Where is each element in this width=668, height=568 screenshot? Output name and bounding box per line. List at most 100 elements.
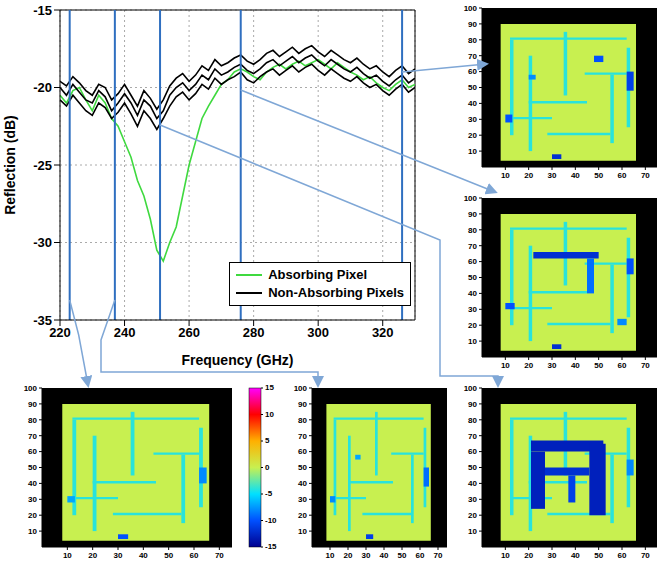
svg-text:30: 30 (298, 495, 307, 504)
svg-text:60: 60 (618, 171, 627, 180)
svg-text:100: 100 (24, 384, 38, 393)
svg-text:30: 30 (548, 361, 557, 370)
svg-text:50: 50 (594, 171, 603, 180)
svg-text:90: 90 (298, 400, 307, 409)
svg-text:30: 30 (468, 495, 477, 504)
svg-text:-15: -15 (33, 3, 52, 18)
svg-text:10: 10 (468, 337, 477, 346)
svg-text:60: 60 (468, 67, 477, 76)
svg-text:90: 90 (468, 400, 477, 409)
svg-text:10: 10 (501, 171, 510, 180)
svg-text:320: 320 (372, 325, 394, 340)
svg-text:20: 20 (468, 321, 477, 330)
svg-text:80: 80 (298, 416, 307, 425)
svg-text:60: 60 (298, 447, 307, 456)
svg-text:50: 50 (298, 463, 307, 472)
svg-text:100: 100 (294, 384, 308, 393)
svg-text:30: 30 (548, 551, 557, 560)
svg-text:30: 30 (28, 495, 37, 504)
svg-text:70: 70 (468, 242, 477, 251)
svg-text:80: 80 (28, 416, 37, 425)
svg-text:20: 20 (524, 171, 533, 180)
svg-text:40: 40 (139, 551, 148, 560)
svg-text:20: 20 (88, 551, 97, 560)
svg-text:60: 60 (468, 447, 477, 456)
svg-text:240: 240 (114, 325, 136, 340)
svg-text:30: 30 (548, 171, 557, 180)
svg-text:40: 40 (468, 289, 477, 298)
svg-text:-5: -5 (265, 489, 273, 498)
svg-text:20: 20 (524, 361, 533, 370)
svg-text:70: 70 (298, 432, 307, 441)
svg-text:90: 90 (468, 210, 477, 219)
svg-text:10: 10 (298, 527, 307, 536)
svg-text:280: 280 (243, 325, 265, 340)
svg-text:10: 10 (468, 527, 477, 536)
svg-text:40: 40 (298, 479, 307, 488)
svg-text:70: 70 (641, 551, 650, 560)
svg-text:50: 50 (594, 361, 603, 370)
svg-text:30: 30 (468, 115, 477, 124)
svg-text:90: 90 (28, 400, 37, 409)
svg-text:60: 60 (190, 551, 199, 560)
svg-text:10: 10 (468, 147, 477, 156)
svg-text:-20: -20 (33, 80, 52, 95)
svg-text:40: 40 (571, 551, 580, 560)
svg-text:Frequency (GHz): Frequency (GHz) (181, 352, 293, 368)
svg-text:20: 20 (298, 511, 307, 520)
svg-text:10: 10 (501, 361, 510, 370)
svg-text:0: 0 (265, 463, 270, 472)
svg-text:40: 40 (468, 99, 477, 108)
svg-text:20: 20 (28, 511, 37, 520)
svg-text:100: 100 (464, 194, 478, 203)
svg-text:50: 50 (468, 273, 477, 282)
svg-text:70: 70 (641, 171, 650, 180)
svg-text:60: 60 (618, 361, 627, 370)
svg-text:300: 300 (307, 325, 329, 340)
svg-text:-10: -10 (265, 516, 277, 525)
svg-text:10: 10 (265, 410, 274, 419)
svg-text:30: 30 (362, 551, 371, 560)
svg-text:50: 50 (398, 551, 407, 560)
svg-text:-15: -15 (265, 542, 277, 551)
svg-text:40: 40 (571, 171, 580, 180)
svg-text:40: 40 (571, 361, 580, 370)
svg-text:60: 60 (618, 551, 627, 560)
svg-text:20: 20 (468, 511, 477, 520)
svg-text:50: 50 (594, 551, 603, 560)
svg-text:10: 10 (28, 527, 37, 536)
svg-text:Reflection (dB): Reflection (dB) (2, 115, 18, 215)
svg-text:10: 10 (326, 551, 335, 560)
svg-text:260: 260 (178, 325, 200, 340)
svg-text:20: 20 (524, 551, 533, 560)
svg-text:90: 90 (468, 20, 477, 29)
svg-text:80: 80 (468, 226, 477, 235)
svg-text:30: 30 (114, 551, 123, 560)
svg-text:40: 40 (380, 551, 389, 560)
svg-text:50: 50 (468, 83, 477, 92)
svg-text:-30: -30 (33, 235, 52, 250)
svg-text:60: 60 (28, 447, 37, 456)
svg-text:40: 40 (28, 479, 37, 488)
svg-text:60: 60 (468, 257, 477, 266)
svg-text:70: 70 (434, 551, 443, 560)
svg-text:50: 50 (164, 551, 173, 560)
svg-text:-35: -35 (33, 313, 52, 328)
svg-text:100: 100 (464, 4, 478, 13)
svg-text:50: 50 (28, 463, 37, 472)
svg-text:80: 80 (468, 416, 477, 425)
svg-text:70: 70 (468, 52, 477, 61)
svg-text:70: 70 (215, 551, 224, 560)
svg-text:10: 10 (501, 551, 510, 560)
svg-text:5: 5 (265, 436, 270, 445)
svg-text:80: 80 (468, 36, 477, 45)
svg-text:20: 20 (468, 131, 477, 140)
svg-text:-25: -25 (33, 158, 52, 173)
svg-text:70: 70 (641, 361, 650, 370)
svg-text:10: 10 (63, 551, 72, 560)
svg-text:220: 220 (49, 325, 71, 340)
svg-text:70: 70 (468, 432, 477, 441)
svg-text:60: 60 (416, 551, 425, 560)
svg-text:15: 15 (265, 383, 274, 392)
svg-text:70: 70 (28, 432, 37, 441)
